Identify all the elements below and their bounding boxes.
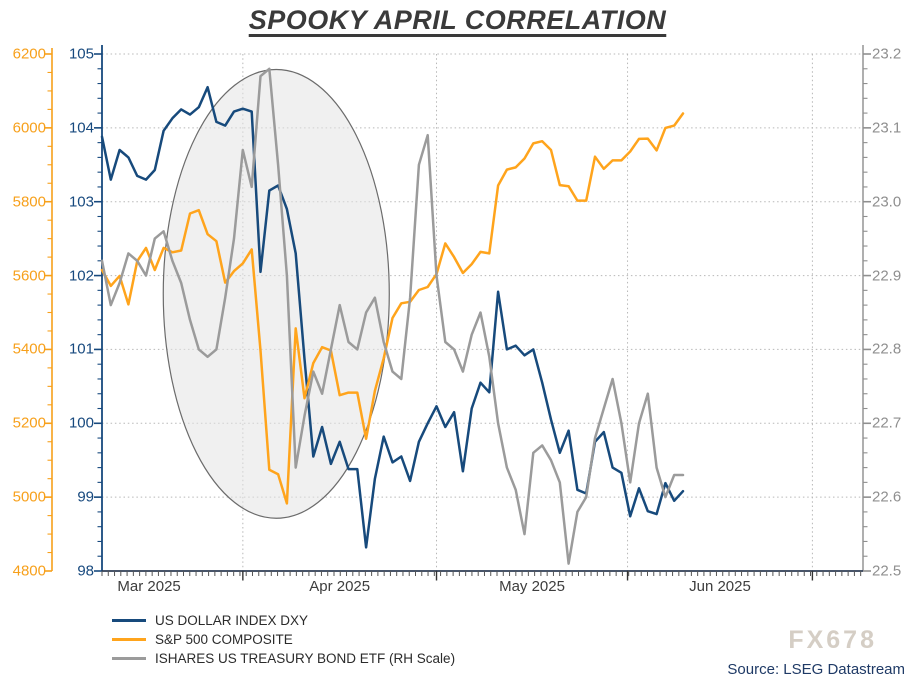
axis-tick-label: 104	[68, 119, 94, 137]
legend-label: S&P 500 COMPOSITE	[155, 632, 293, 647]
legend-swatch-icon	[112, 619, 146, 622]
axis-tick-label: 5600	[12, 267, 46, 285]
axis-tick-label: 23.2	[872, 45, 902, 63]
axis-tick-label: 4800	[12, 562, 46, 580]
legend-label: ISHARES US TREASURY BOND ETF (RH Scale)	[155, 651, 456, 666]
month-label: Mar 2025	[117, 578, 181, 595]
watermark: FX678	[788, 626, 877, 654]
axis-tick-label: 100	[68, 414, 94, 432]
axis-tick-label: 105	[68, 45, 94, 63]
highlight-ellipse	[162, 68, 390, 519]
month-label: May 2025	[499, 578, 565, 595]
axis-tick-label: 22.6	[872, 488, 902, 506]
axis-tick-label: 98	[77, 562, 94, 580]
axis-tick-label: 5000	[12, 488, 46, 506]
legend-label: US DOLLAR INDEX DXY	[155, 613, 309, 628]
legend-item: US DOLLAR INDEX DXY	[112, 611, 455, 630]
axis-tick-label: 22.5	[872, 562, 902, 580]
legend: US DOLLAR INDEX DXY S&P 500 COMPOSITE ISHA…	[112, 611, 455, 668]
axis-tick-label: 23.1	[872, 119, 902, 137]
axis-tick-label: 6200	[12, 45, 46, 63]
legend-item: S&P 500 COMPOSITE	[112, 630, 455, 649]
axis-tick-label: 22.9	[872, 267, 902, 285]
axis-tick-label: 6000	[12, 119, 46, 137]
series-line	[100, 67, 685, 565]
axis-tick-label: 22.7	[872, 414, 902, 432]
legend-item: ISHARES US TREASURY BOND ETF (RH Scale)	[112, 649, 455, 668]
month-label: Jun 2025	[689, 578, 751, 595]
dxy-axis-labels: 98 99 100 101 102 103 104 105	[52, 0, 94, 688]
month-label: Apr 2025	[309, 578, 371, 595]
axis-tick-label: 5400	[12, 340, 46, 358]
axis-tick-label: 23.0	[872, 193, 902, 211]
series-line	[100, 112, 685, 505]
legend-swatch-icon	[112, 657, 146, 660]
axis-tick-label: 5800	[12, 193, 46, 211]
axis-tick-label: 102	[68, 267, 94, 285]
axis-tick-label: 99	[77, 488, 94, 506]
etf-axis-labels: 22.5 22.6 22.7 22.8 22.9 23.0 23.1 23.2	[872, 0, 914, 688]
axis-tick-label: 101	[68, 340, 94, 358]
axis-tick-label: 103	[68, 193, 94, 211]
page-title: SPOOKY APRIL CORRELATION	[248, 5, 667, 35]
legend-swatch-icon	[112, 638, 146, 641]
axis-tick-label: 22.8	[872, 340, 902, 358]
sp500-axis-labels: 4800 5000 5200 5400 5600 5800 6000 6200	[2, 0, 46, 688]
source-credit: Source: LSEG Datastream	[727, 661, 905, 678]
axis-tick-label: 5200	[12, 414, 46, 432]
